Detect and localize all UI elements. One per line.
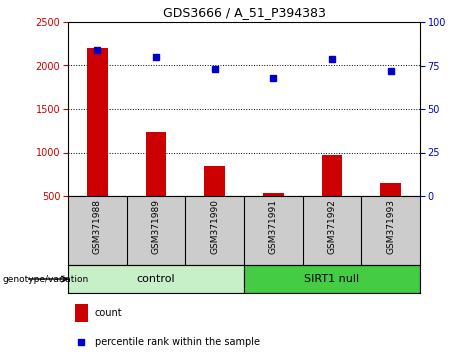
Bar (244, 265, 420, 293)
Text: SIRT1 null: SIRT1 null (304, 274, 360, 284)
Text: percentile rank within the sample: percentile rank within the sample (95, 337, 260, 347)
Bar (87, 48, 107, 240)
Bar (380, 183, 401, 240)
Bar (322, 155, 342, 240)
Text: GSM371991: GSM371991 (269, 199, 278, 255)
Title: GDS3666 / A_51_P394383: GDS3666 / A_51_P394383 (163, 6, 325, 19)
Text: genotype/variation: genotype/variation (2, 274, 89, 284)
Text: GSM371988: GSM371988 (93, 199, 102, 255)
Bar (204, 166, 225, 240)
Bar (146, 132, 166, 240)
Text: GSM371989: GSM371989 (152, 199, 160, 255)
Bar (263, 193, 284, 240)
Text: control: control (137, 274, 175, 284)
Text: GSM371990: GSM371990 (210, 199, 219, 255)
Text: GSM371993: GSM371993 (386, 199, 395, 255)
Bar (75, 304, 88, 321)
Bar (68, 265, 244, 293)
Text: GSM371992: GSM371992 (327, 199, 337, 254)
Text: count: count (95, 308, 122, 318)
